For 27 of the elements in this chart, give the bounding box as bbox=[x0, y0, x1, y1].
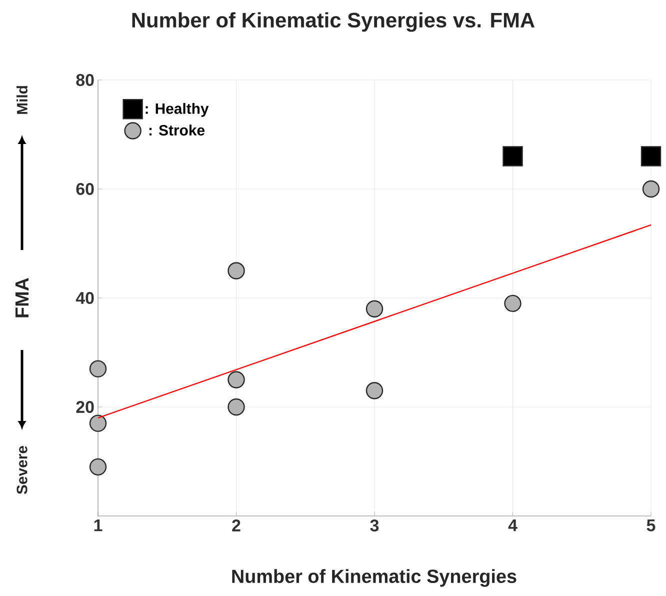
point bbox=[228, 371, 245, 388]
point bbox=[366, 382, 384, 400]
point bbox=[504, 294, 522, 312]
y-tick-label: 40 bbox=[76, 292, 94, 304]
text: Mild bbox=[16, 86, 28, 114]
point bbox=[366, 300, 384, 318]
legend-label: : Stroke bbox=[149, 124, 205, 136]
point bbox=[228, 262, 245, 280]
point bbox=[89, 458, 107, 476]
y-axis-title: FMA bbox=[16, 278, 29, 318]
point bbox=[89, 414, 107, 432]
chart-title: Number of Kinematic Synergies vs. FMA bbox=[132, 12, 535, 32]
point bbox=[502, 146, 523, 166]
x-tick-label: 5 bbox=[646, 520, 656, 532]
legend-label: : Healthy bbox=[146, 102, 209, 117]
point bbox=[228, 398, 245, 416]
x-tick-label: 2 bbox=[232, 520, 240, 532]
y-tick-label: 60 bbox=[76, 182, 94, 195]
y-tick-label: 80 bbox=[76, 74, 94, 86]
y-tick-label: 20 bbox=[76, 400, 94, 413]
x-tick-label: 1 bbox=[94, 520, 102, 532]
x-tick-label: 4 bbox=[508, 520, 518, 532]
point bbox=[640, 146, 662, 166]
point bbox=[89, 360, 107, 378]
x-axis-title: Number of Kinematic Synergies bbox=[232, 569, 516, 587]
text: Severe bbox=[16, 446, 28, 494]
x-tick-label: 3 bbox=[370, 520, 379, 532]
